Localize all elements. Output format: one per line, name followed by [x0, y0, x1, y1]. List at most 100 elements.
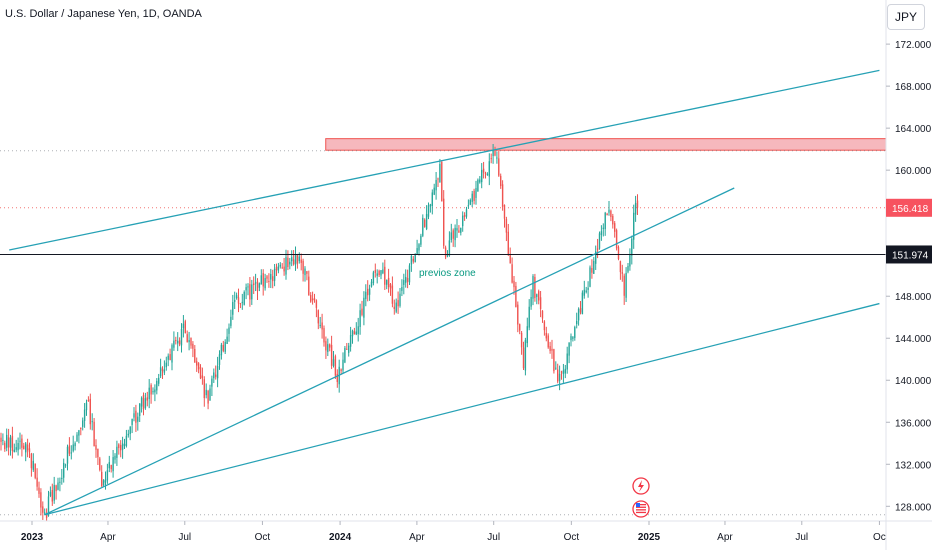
candle-body: [256, 281, 259, 291]
candle-body: [634, 202, 637, 215]
candle-body: [275, 266, 278, 271]
currency-button[interactable]: JPY: [887, 4, 925, 30]
candle-body: [378, 270, 380, 276]
candle-body: [222, 345, 224, 351]
candle-body: [617, 247, 620, 259]
candle-body: [329, 344, 331, 348]
candle-body: [228, 327, 230, 334]
candle-body: [614, 223, 616, 232]
candle-body: [332, 359, 335, 366]
drawings-lines[interactable]: previos zone: [0, 69, 886, 516]
candle-body: [621, 272, 623, 274]
candle-body: [633, 212, 635, 240]
candle-body: [435, 180, 437, 191]
candle-body: [397, 300, 399, 307]
candle-body: [351, 330, 354, 337]
candle-body: [287, 257, 289, 267]
candle-body: [72, 444, 74, 451]
candle-body: [446, 254, 449, 256]
candle-body: [133, 413, 135, 418]
candle-body: [425, 214, 428, 230]
candle-body: [220, 344, 223, 356]
candle-body: [177, 340, 179, 344]
candle-body: [260, 275, 262, 285]
candle-body: [336, 373, 338, 383]
candle-body: [315, 300, 318, 308]
candle-body: [431, 192, 433, 207]
candle-body: [127, 433, 129, 436]
candle-body: [296, 255, 299, 264]
candle-body: [534, 276, 536, 299]
candle-body: [64, 464, 67, 466]
candle-body: [28, 448, 31, 453]
candle-body: [270, 273, 272, 280]
candle-body: [171, 345, 173, 363]
candle-body: [577, 308, 580, 321]
candle-body: [262, 273, 264, 287]
resistance-zone: [325, 138, 887, 151]
candle-body: [344, 348, 346, 363]
candle-body: [399, 293, 401, 306]
price-tick-label: 164.000: [895, 124, 932, 135]
candle-body: [266, 276, 268, 279]
candle-body: [199, 366, 202, 379]
candle-body: [253, 283, 255, 285]
time-tick-label: Oc: [873, 532, 886, 543]
candle-body: [63, 462, 65, 478]
previos-zone-label: previos zone: [419, 268, 476, 279]
candle-body: [380, 270, 382, 276]
candle-body: [36, 477, 38, 487]
candle-body: [188, 340, 190, 343]
candle-body: [581, 292, 584, 315]
candle-body: [230, 316, 232, 326]
candle-body: [26, 444, 29, 451]
candle-body: [178, 340, 181, 345]
candle-body: [99, 458, 101, 470]
candle-body: [384, 266, 386, 285]
candle-body: [503, 204, 506, 219]
candle-body: [471, 193, 473, 202]
candle-body: [530, 297, 532, 307]
candle-body: [87, 399, 90, 402]
candle-body: [49, 492, 52, 496]
candle-body: [572, 337, 574, 339]
price-tick-label: 140.000: [895, 376, 932, 387]
candle-body: [448, 240, 451, 256]
candle-body: [562, 370, 565, 374]
candle-body: [591, 268, 593, 273]
candle-body: [418, 244, 420, 251]
candle-body: [167, 355, 169, 360]
candle-body: [0, 437, 2, 442]
price-tick-label: 136.000: [895, 418, 932, 429]
candle-body: [148, 387, 150, 400]
time-tick-label: Oct: [255, 532, 271, 543]
time-tick-label: Jul: [178, 532, 191, 543]
candle-body: [427, 205, 430, 217]
candle-body: [560, 371, 563, 373]
candle-body: [140, 397, 143, 407]
candles[interactable]: [0, 143, 639, 521]
candle-body: [452, 230, 454, 239]
price-tick-label: 144.000: [895, 334, 932, 345]
candle-body: [53, 485, 55, 501]
candle-body: [142, 395, 145, 410]
candle-body: [433, 187, 435, 195]
candle-body: [51, 490, 53, 502]
candle-body: [254, 282, 257, 284]
candle-body: [532, 276, 534, 299]
candle-body: [627, 265, 629, 272]
candle-body: [249, 284, 251, 300]
candle-body: [150, 384, 152, 395]
candle-body: [555, 367, 557, 369]
events[interactable]: [632, 477, 650, 518]
time-tick-label: Apr: [100, 532, 116, 543]
candle-body: [513, 280, 515, 288]
candle-body: [596, 248, 599, 251]
candle-body: [272, 276, 274, 282]
candle-body: [300, 259, 302, 263]
symbol-title: U.S. Dollar / Japanese Yen, 1D, OANDA: [5, 8, 202, 20]
candle-body: [15, 447, 17, 450]
candle-body: [68, 445, 71, 454]
